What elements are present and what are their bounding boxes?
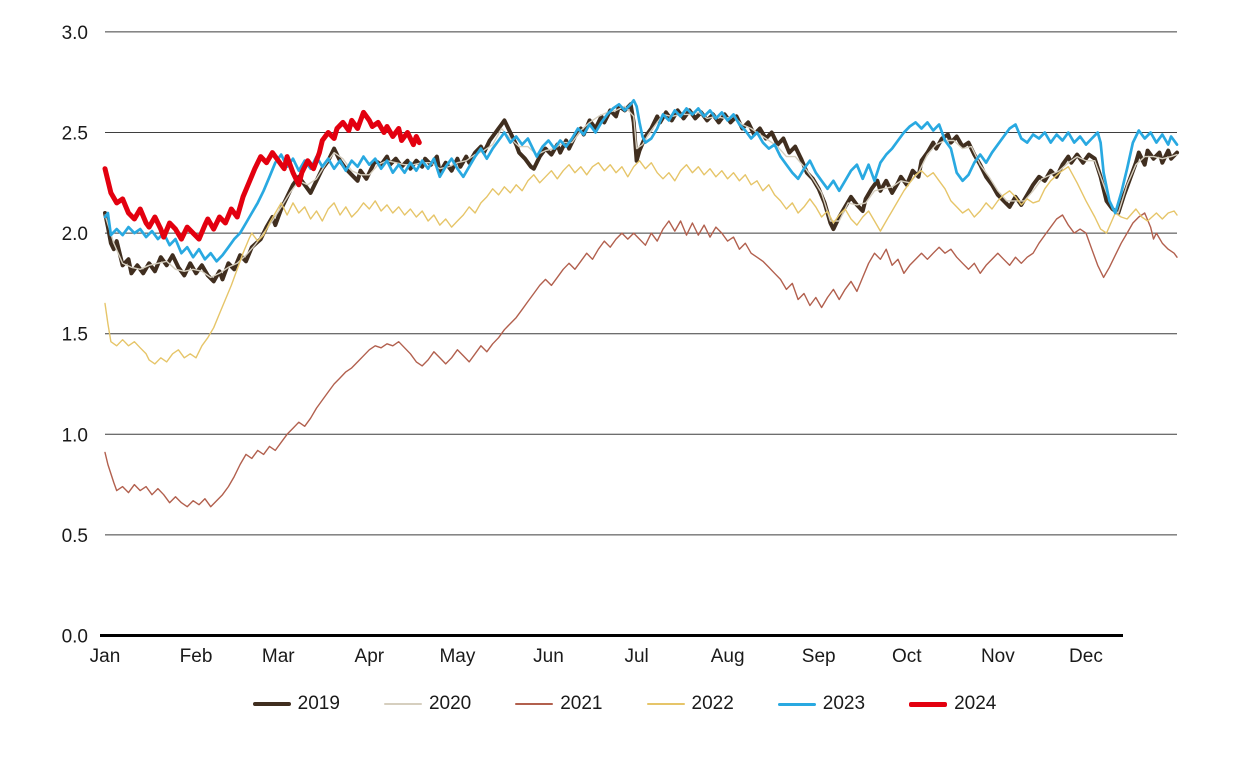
series-line-2023	[103, 98, 1179, 263]
x-tick-label-oct: Oct	[892, 646, 922, 667]
series-line-2022	[104, 159, 1178, 365]
series-line-2024	[102, 109, 422, 242]
y-axis-tick-labels: 3.0 2.5 2.0 1.5 1.0 0.5 0.0	[62, 23, 88, 648]
legend-label-2019: 2019	[297, 693, 340, 714]
y-tick-label-2.0: 2.0	[62, 224, 88, 245]
x-tick-label-mar: Mar	[262, 646, 295, 667]
legend-label-2024: 2024	[954, 693, 997, 714]
gridlines	[100, 31, 1177, 637]
legend-item-2023: 2023	[777, 691, 866, 717]
legend-swatch-2022	[646, 703, 685, 705]
legend-swatch-2023	[777, 702, 816, 706]
x-tick-label-jan: Jan	[90, 646, 121, 667]
legend-swatch-2021	[515, 703, 554, 705]
y-tick-label-1.0: 1.0	[62, 425, 88, 446]
x-tick-label-apr: Apr	[355, 646, 385, 667]
y-tick-label-0.5: 0.5	[62, 526, 88, 547]
legend-item-2024: 2024	[909, 691, 996, 717]
x-tick-label-jul: Jul	[624, 646, 648, 667]
legend-label-2020: 2020	[428, 693, 472, 714]
series-line-2021	[104, 212, 1178, 508]
y-tick-label-3.0: 3.0	[62, 23, 88, 44]
legend-item-2019: 2019	[252, 691, 340, 717]
series-lines	[102, 98, 1179, 508]
legend-label-2023: 2023	[822, 693, 866, 714]
legend-label-2022: 2022	[691, 693, 734, 714]
x-axis-month-labels: Jan Feb Mar Apr May Jun Jul Aug Sep Oct Nov Dec	[90, 646, 1103, 667]
x-tick-label-may: May	[439, 646, 475, 667]
legend-swatch-2020	[383, 703, 422, 705]
legend-item-2022: 2022	[646, 691, 734, 717]
y-tick-label-2.5: 2.5	[62, 124, 88, 145]
x-tick-label-feb: Feb	[180, 646, 213, 667]
legend-swatch-2024	[909, 701, 948, 707]
y-tick-label-0.0: 0.0	[62, 627, 88, 648]
legend-swatch-2019	[252, 702, 291, 706]
x-tick-label-nov: Nov	[981, 646, 1015, 667]
legend-item-2020: 2020	[383, 691, 472, 717]
legend-label-2021: 2021	[560, 693, 603, 714]
x-tick-label-aug: Aug	[711, 646, 745, 667]
series-line-2020	[104, 105, 1178, 279]
y-tick-label-1.5: 1.5	[62, 325, 88, 346]
x-tick-label-jun: Jun	[533, 646, 564, 667]
x-tick-label-sep: Sep	[802, 646, 836, 667]
legend-item-2021: 2021	[515, 691, 603, 717]
chart-legend: 2019 2020 2021 2022 2023 2024	[0, 691, 1249, 717]
x-tick-label-dec: Dec	[1069, 646, 1103, 667]
